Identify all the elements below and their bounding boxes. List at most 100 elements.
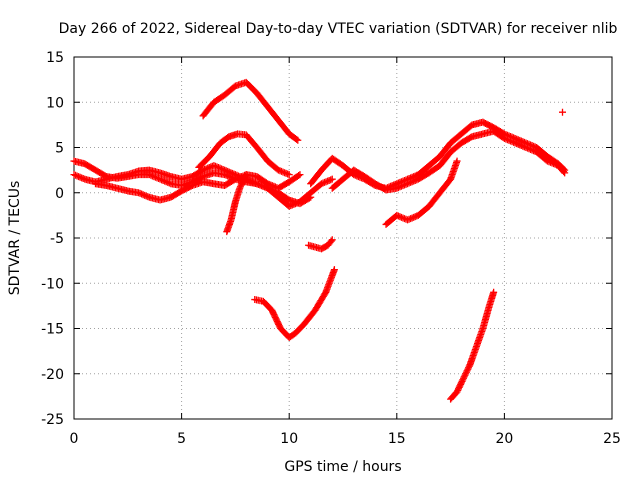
sample-marker (541, 155, 549, 163)
sample-marker (262, 100, 270, 108)
sample-marker (133, 188, 141, 196)
sample-marker (144, 193, 152, 201)
sample-marker (289, 331, 297, 339)
data-point (460, 374, 468, 382)
chart-title: Day 266 of 2022, Sidereal Day-to-day VTE… (59, 21, 618, 37)
series-arc-rise (382, 157, 461, 228)
series-arc-low (251, 266, 338, 342)
sample-marker (445, 150, 453, 158)
sample-marker (208, 101, 216, 109)
sample-marker (272, 191, 280, 199)
y-tick-label: -5 (50, 231, 64, 247)
sample-marker (337, 177, 345, 185)
sample-marker (433, 155, 441, 163)
sample-marker (218, 93, 226, 101)
y-tick-label: -25 (41, 412, 64, 428)
sample-marker (315, 182, 323, 190)
sample-marker (485, 303, 493, 311)
sample-marker (214, 141, 222, 149)
grid (74, 57, 612, 419)
x-tick-label: 15 (388, 431, 406, 447)
sample-marker (229, 177, 237, 185)
sample-marker (272, 114, 280, 122)
sample-marker (455, 383, 463, 391)
sample-marker (283, 127, 291, 135)
y-tick-label: -20 (41, 367, 64, 383)
sample-marker (510, 138, 518, 146)
sample-marker (455, 141, 463, 149)
sample-marker (251, 141, 259, 149)
sample-marker (251, 87, 259, 95)
sample-marker (457, 380, 465, 388)
x-tick-label: 25 (603, 431, 621, 447)
sample-marker (369, 178, 377, 186)
sample-marker (283, 200, 291, 208)
sample-marker (379, 184, 387, 192)
sample-marker (454, 386, 462, 394)
sample-marker (239, 177, 247, 185)
sample-marker (330, 267, 338, 275)
sample-marker (235, 186, 243, 194)
sample-marker (489, 290, 497, 298)
y-tick-label: -15 (41, 322, 64, 338)
sample-marker (402, 180, 410, 188)
sample-marker (203, 155, 211, 163)
sample-marker (326, 239, 334, 247)
sample-marker (275, 322, 283, 330)
series-arc-bump-2 (328, 127, 569, 194)
sample-marker (122, 171, 130, 179)
sample-marker (298, 322, 306, 330)
sample-marker (465, 364, 473, 372)
series-arc-bump-1 (307, 118, 569, 192)
x-tick-label: 5 (177, 431, 186, 447)
sample-marker (309, 243, 317, 251)
sample-marker (241, 174, 249, 182)
sample-marker (295, 172, 303, 180)
sample-marker (165, 179, 173, 187)
sample-marker (456, 382, 464, 390)
sample-marker (155, 168, 163, 176)
sample-marker (304, 191, 312, 199)
sample-marker (459, 376, 467, 384)
sample-marker (284, 170, 292, 178)
sample-marker (262, 155, 270, 163)
sample-marker (477, 130, 485, 138)
sample-marker (266, 304, 274, 312)
sample-marker (239, 178, 247, 186)
sample-marker (229, 84, 237, 92)
sample-marker (309, 309, 317, 317)
y-tick-label: 10 (46, 95, 64, 111)
sample-marker (230, 170, 238, 178)
sample-marker (458, 377, 466, 385)
x-tick-label: 0 (70, 431, 79, 447)
series-arc-small (305, 236, 336, 253)
sample-marker (155, 175, 163, 183)
sample-marker (520, 143, 528, 151)
sample-marker (472, 344, 480, 352)
sample-marker (460, 373, 468, 381)
sample-marker (327, 237, 335, 245)
sample-marker (283, 194, 291, 202)
x-tick-label: 10 (280, 431, 298, 447)
x-tick-label: 20 (495, 431, 513, 447)
y-tick-label: 15 (46, 50, 64, 66)
data-point (559, 108, 567, 116)
sample-marker (465, 362, 473, 370)
sample-marker (251, 179, 259, 187)
series-arc-high (199, 78, 302, 144)
y-tick-label: -10 (41, 276, 64, 292)
sample-marker (445, 141, 453, 149)
marks (70, 78, 569, 403)
sample-marker (165, 172, 173, 180)
data-point (240, 175, 248, 183)
sample-marker (272, 164, 280, 172)
sample-marker (560, 168, 568, 176)
data-point (242, 171, 250, 179)
sample-marker (261, 178, 269, 186)
sample-marker (463, 367, 471, 375)
y-axis-label: SDTVAR / TECUs (7, 181, 23, 296)
sample-marker (112, 184, 120, 192)
sample-marker (327, 176, 335, 184)
sample-marker (434, 191, 442, 199)
